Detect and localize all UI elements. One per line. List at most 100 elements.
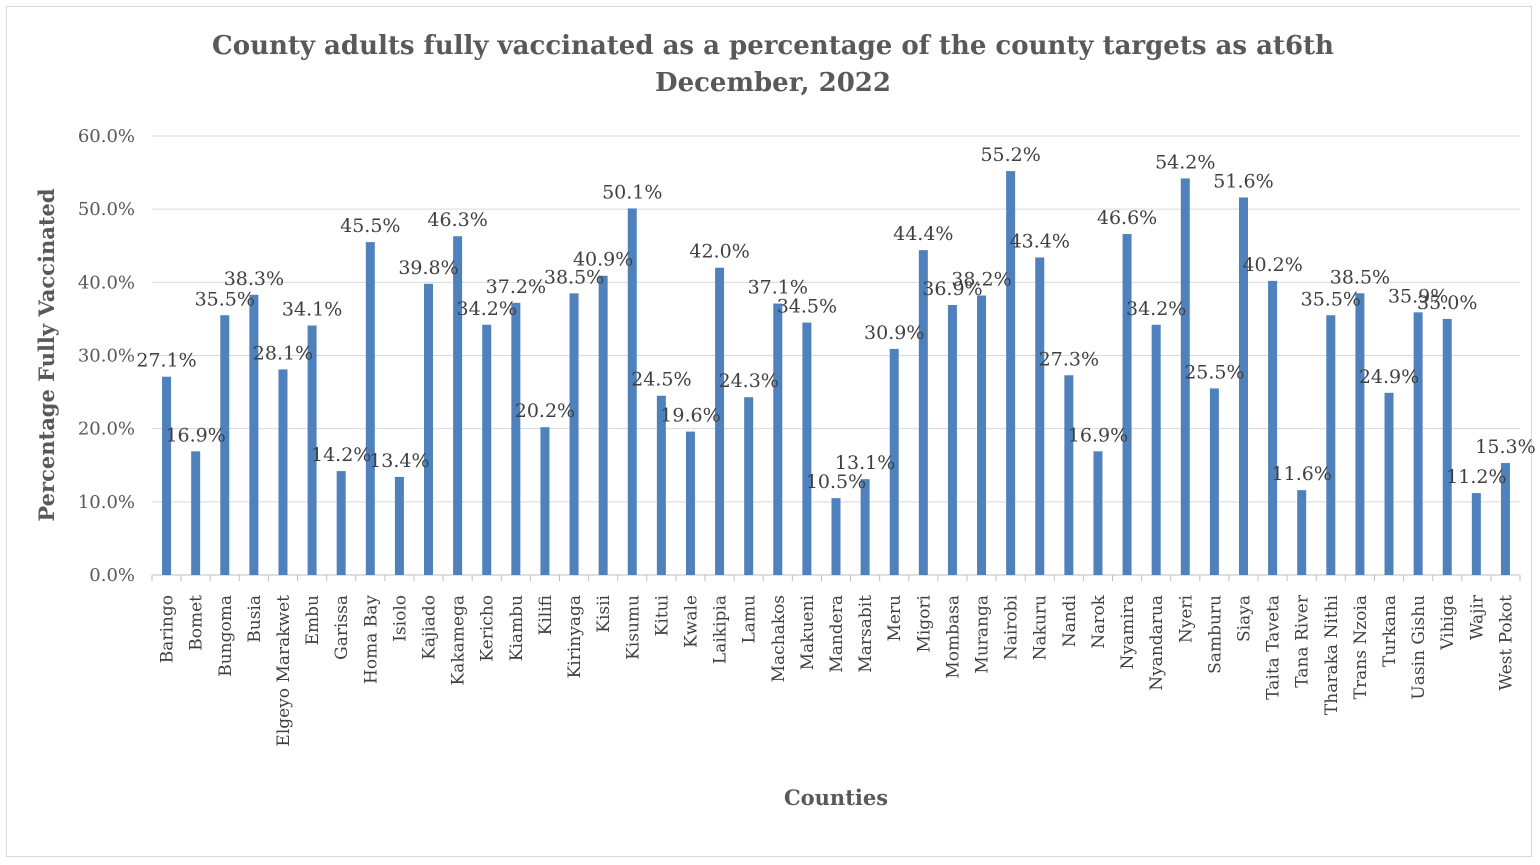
bar — [453, 236, 463, 575]
data-label: 40.2% — [1242, 254, 1302, 276]
data-label: 34.2% — [1126, 298, 1186, 320]
y-tick-label: 30.0% — [78, 346, 135, 367]
data-label: 13.4% — [369, 450, 429, 472]
data-label: 27.1% — [136, 350, 196, 372]
data-label: 38.3% — [224, 268, 284, 290]
category-label: Kajiado — [420, 595, 440, 660]
category-label: Kitui — [652, 594, 672, 636]
category-label: Tana River — [1293, 594, 1313, 688]
bar — [1006, 171, 1016, 575]
bar — [860, 479, 870, 575]
bar — [1180, 178, 1190, 576]
bar — [1064, 375, 1074, 575]
category-label: Baringo — [158, 595, 178, 663]
data-label: 28.1% — [253, 342, 313, 364]
category-label: Turkana — [1380, 595, 1400, 667]
data-label: 35.5% — [195, 288, 255, 310]
category-label: Trans Nzoia — [1351, 595, 1371, 699]
category-label: Nyeri — [1176, 594, 1196, 643]
bar — [1209, 388, 1219, 575]
category-label: Garissa — [332, 595, 352, 660]
category-label: Marsabit — [856, 595, 876, 673]
bar — [278, 369, 288, 575]
data-label: 43.4% — [1010, 230, 1070, 252]
category-label: Kakamega — [449, 595, 469, 685]
data-label: 16.9% — [1068, 424, 1128, 446]
data-labels: 27.1%16.9%35.5%38.3%28.1%34.1%14.2%45.5%… — [136, 144, 1535, 493]
category-label: Isiolo — [390, 595, 410, 642]
category-label: Busia — [245, 595, 265, 643]
data-label: 36.9% — [922, 278, 982, 300]
bar — [627, 208, 637, 575]
bar — [162, 376, 172, 575]
data-label: 46.3% — [427, 209, 487, 231]
y-tick-label: 50.0% — [78, 199, 135, 220]
category-label: Tharaka Nithi — [1322, 594, 1342, 715]
bar — [1355, 293, 1365, 575]
data-label: 46.6% — [1097, 207, 1157, 229]
category-labels: Baringo Bomet Bungoma Busia Elgeyo Marakwet E… — [158, 594, 1517, 746]
data-label: 24.5% — [631, 369, 691, 391]
category-label: Narok — [1089, 594, 1109, 648]
category-label: Samburu — [1205, 595, 1225, 674]
category-label: Kwale — [681, 595, 701, 648]
category-label: Vihiga — [1438, 595, 1458, 651]
bar — [1413, 312, 1423, 575]
category-label: Kericho — [478, 595, 498, 662]
category-label: Homa Bay — [361, 595, 381, 684]
bar — [569, 293, 579, 575]
data-label: 51.6% — [1213, 170, 1273, 192]
bar — [1122, 234, 1132, 575]
data-label: 50.1% — [602, 181, 662, 203]
data-label: 34.1% — [282, 299, 342, 321]
category-label: Kisii — [594, 594, 614, 632]
bar — [1238, 197, 1248, 575]
bar — [511, 302, 521, 575]
data-label: 38.2% — [951, 269, 1011, 291]
category-label: Bungoma — [216, 595, 236, 677]
data-label: 11.2% — [1446, 466, 1506, 488]
data-label: 25.5% — [1184, 361, 1244, 383]
data-label: 14.2% — [311, 444, 371, 466]
y-axis-title: Percentage Fully Vaccinated — [34, 188, 59, 521]
data-label: 42.0% — [689, 241, 749, 263]
data-label: 15.3% — [1475, 436, 1535, 458]
category-label: West Pokot — [1496, 595, 1516, 691]
category-label: Migori — [914, 594, 934, 652]
data-label: 37.2% — [486, 276, 546, 298]
bar — [1442, 318, 1452, 575]
data-label: 11.6% — [1272, 463, 1332, 485]
bar — [1035, 257, 1045, 575]
bar — [802, 322, 812, 575]
category-label: Machakos — [769, 595, 789, 682]
y-tick-label: 40.0% — [78, 272, 135, 293]
bar — [365, 242, 375, 575]
data-label: 34.5% — [777, 296, 837, 318]
category-label: Laikipia — [711, 595, 731, 664]
data-label: 30.9% — [864, 322, 924, 344]
bar — [773, 303, 783, 575]
bar — [918, 250, 928, 575]
category-label: Embu — [303, 595, 323, 645]
category-label: Siaya — [1234, 595, 1254, 642]
bar — [715, 267, 725, 575]
data-label: 38.5% — [544, 266, 604, 288]
bar — [336, 471, 346, 575]
data-label: 24.9% — [1359, 366, 1419, 388]
bar — [1093, 451, 1103, 575]
category-label: Lamu — [740, 595, 760, 644]
data-label: 35.9% — [1388, 285, 1448, 307]
data-label: 39.8% — [398, 257, 458, 279]
bars — [162, 171, 1510, 576]
bar — [598, 275, 608, 575]
bar — [191, 451, 201, 575]
bar — [1326, 315, 1336, 575]
gridlines — [151, 135, 1521, 581]
category-label: Kirinyaga — [565, 595, 585, 678]
category-label: Meru — [885, 595, 905, 642]
data-label: 35.5% — [1301, 288, 1361, 310]
y-tick-label: 10.0% — [78, 492, 135, 513]
data-label: 10.5% — [806, 471, 866, 493]
y-tick-labels: 0.0% 10.0% 20.0% 30.0% 40.0% 50.0% 60.0% — [78, 126, 135, 586]
